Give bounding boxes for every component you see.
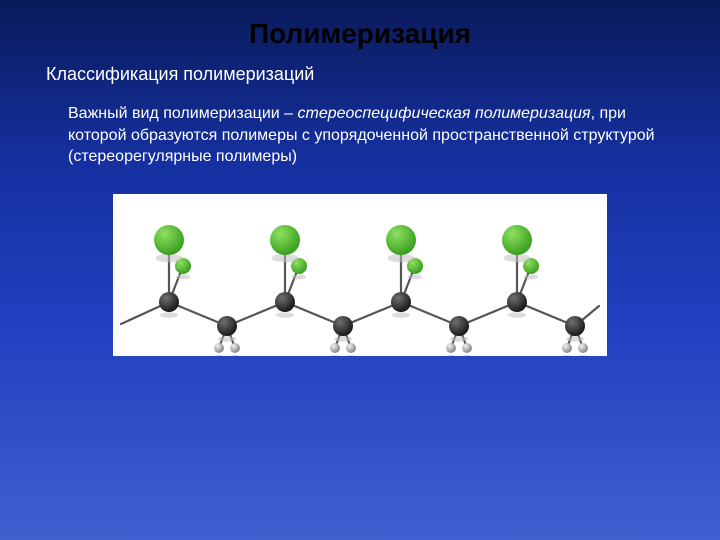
polymer-svg bbox=[113, 194, 607, 356]
body-prefix: Важный вид полимеризации – bbox=[68, 105, 298, 122]
page-title: Полимеризация bbox=[0, 0, 720, 50]
body-italic: стереоспецифическая полимеризация bbox=[298, 105, 591, 122]
polymer-diagram bbox=[113, 194, 607, 356]
body-text: Важный вид полимеризации – стереоспецифи… bbox=[0, 85, 720, 168]
subtitle: Классификация полимеризаций bbox=[0, 50, 720, 85]
